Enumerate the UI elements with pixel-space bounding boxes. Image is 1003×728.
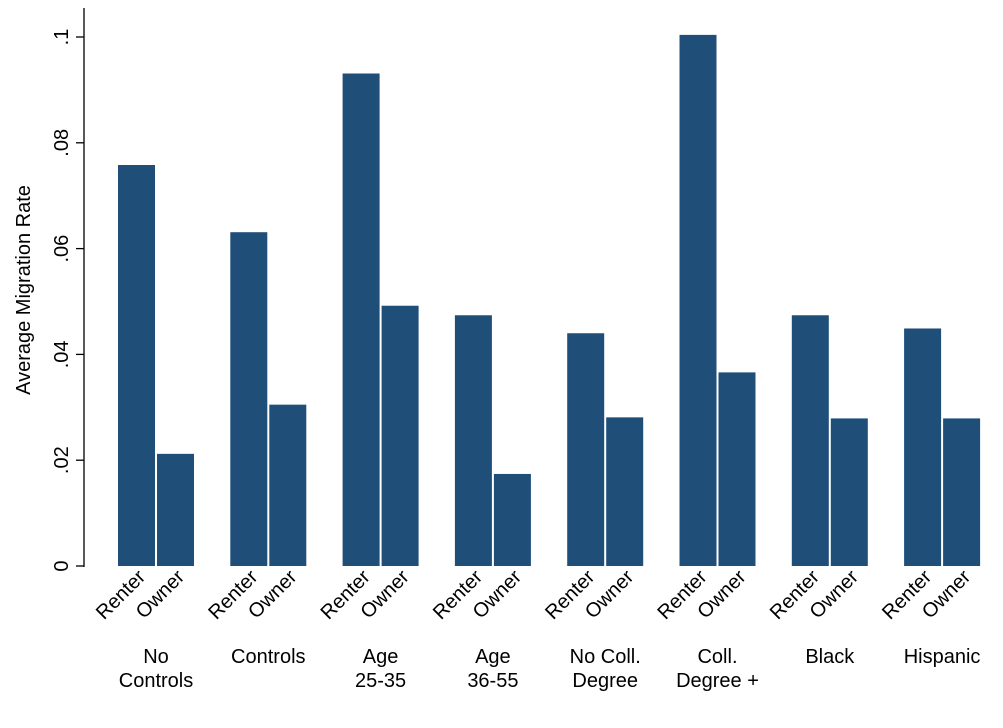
group-label: Hispanic (904, 646, 981, 668)
group-label: Black (805, 646, 855, 668)
group-label: No (143, 646, 169, 668)
y-tick-label: .04 (51, 340, 73, 368)
bar-renter (567, 333, 605, 566)
group-label: Degree + (676, 670, 759, 692)
bar-renter (791, 315, 829, 566)
bar-renter (118, 165, 155, 566)
group-label: Controls (119, 670, 193, 692)
group-label: 25-35 (355, 670, 406, 692)
bar-renter (454, 315, 492, 566)
bar-owner (718, 372, 756, 566)
y-tick-label: .06 (51, 235, 73, 263)
bar-renter (904, 328, 942, 566)
bar-owner (606, 417, 644, 566)
x-axis: RenterOwnerNoControlsRenterOwnerControls… (92, 566, 980, 692)
y-tick-label: .08 (51, 129, 73, 157)
group-label: Age (363, 646, 399, 668)
bar-owner (381, 305, 419, 566)
y-tick-label: .1 (51, 29, 73, 46)
group-label: Controls (231, 646, 305, 668)
bar-renter (679, 34, 717, 567)
bar-owner (493, 473, 531, 566)
group-label: Age (475, 646, 511, 668)
bars (118, 34, 981, 567)
bar-owner (943, 418, 981, 566)
bar-renter (342, 73, 380, 566)
group-label: Degree (572, 670, 638, 692)
bar-owner (269, 404, 307, 566)
group-label: No Coll. (570, 646, 641, 668)
bar-owner (830, 418, 868, 566)
bar-owner (157, 453, 194, 566)
y-tick-label: .02 (51, 446, 73, 474)
y-axis-title: Average Migration Rate (13, 185, 35, 395)
bar-renter (230, 232, 268, 567)
y-axis: 0 .02 .04 .06 .08 .1 (51, 8, 85, 572)
group-label: Coll. (697, 646, 737, 668)
group-label: 36-55 (467, 670, 518, 692)
y-tick-label: 0 (51, 560, 73, 571)
